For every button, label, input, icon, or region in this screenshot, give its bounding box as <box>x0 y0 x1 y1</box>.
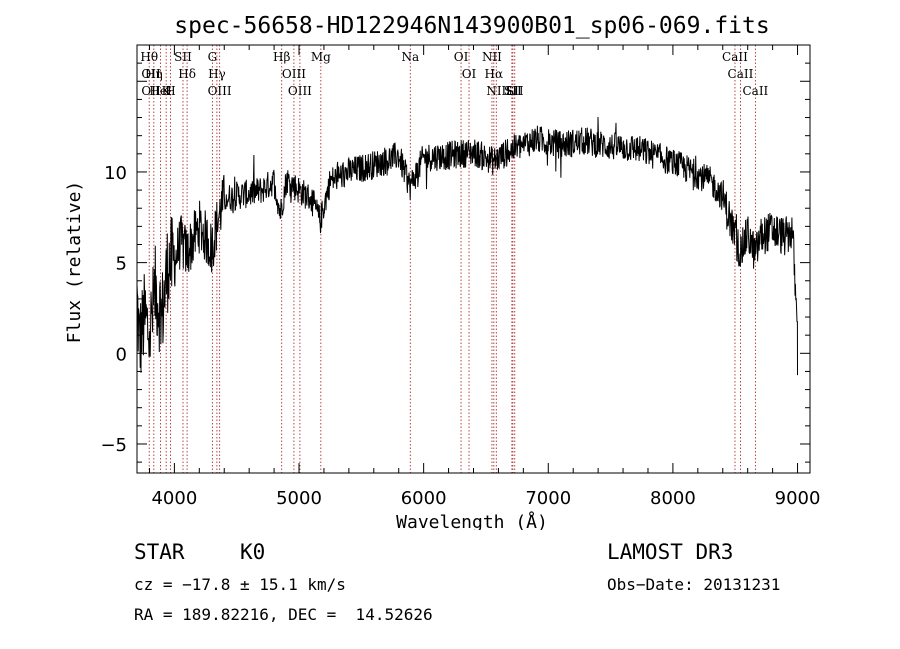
emission-line-label: OI <box>454 50 469 64</box>
spectrum-chart: spec-56658-HD122946N143900B01_sp06-069.f… <box>64 13 820 530</box>
emission-line-label: Hη <box>145 67 163 81</box>
emission-line-label: G <box>208 50 218 64</box>
axis-tick-labels: 4000 5000 6000 7000 8000 9000 −5 0 5 10 <box>100 163 820 509</box>
emission-line-label: OII <box>141 67 161 81</box>
object-class: STAR <box>134 540 185 564</box>
y-tick-label: 5 <box>116 254 127 275</box>
axis-ticks <box>137 45 810 473</box>
survey-name: LAMOST DR3 <box>607 540 734 564</box>
emission-line-label: K <box>162 84 172 98</box>
observation-date: Obs−Date: 20131231 <box>607 575 781 594</box>
x-tick-label: 5000 <box>276 488 322 509</box>
x-tick-label: 7000 <box>525 488 571 509</box>
emission-line-label: OIII <box>208 84 232 98</box>
emission-line-label: Hβ <box>273 50 290 64</box>
emission-line-label: HeI <box>149 84 172 98</box>
emission-line-label: H <box>165 84 175 98</box>
emission-line-label: CaII <box>722 50 748 64</box>
emission-line-label: Hγ <box>208 67 226 81</box>
emission-line-label: SII <box>174 50 192 64</box>
x-tick-label: 6000 <box>401 488 447 509</box>
emission-line-label: Hθ <box>140 50 158 64</box>
emission-line-label: SII <box>504 84 522 98</box>
x-tick-label: 4000 <box>151 488 197 509</box>
x-tick-label: 8000 <box>650 488 696 509</box>
emission-line-label: OIII <box>282 67 306 81</box>
emission-line-label: OI <box>462 67 477 81</box>
emission-line-label: OIII <box>288 84 312 98</box>
coordinates: RA = 189.82216, DEC = 14.52626 <box>134 605 433 624</box>
emission-line-label: NII <box>486 84 506 98</box>
emission-line-label: Na <box>401 50 419 64</box>
emission-line-label: OII <box>141 84 161 98</box>
emission-line-markers <box>148 45 756 473</box>
object-subclass: K0 <box>240 540 266 564</box>
y-axis-title: Flux (relative) <box>64 181 85 344</box>
y-tick-label: −5 <box>100 435 127 456</box>
x-axis-title: Wavelength (Å) <box>396 511 548 530</box>
plot-frame <box>136 44 811 474</box>
emission-line-label: SII <box>506 84 524 98</box>
y-tick-label: 0 <box>116 344 127 365</box>
y-tick-label: 10 <box>104 163 127 184</box>
emission-line-label: Hα <box>485 67 504 81</box>
emission-line-label: Hδ <box>178 67 196 81</box>
emission-line-label: CaII <box>742 84 768 98</box>
spectrum-line <box>136 116 798 376</box>
redshift-cz: cz = −17.8 ± 15.1 km/s <box>134 575 346 594</box>
emission-line-label: NII <box>482 50 502 64</box>
emission-line-label: CaII <box>728 67 754 81</box>
emission-line-label: Li <box>506 84 518 98</box>
chart-title: spec-56658-HD122946N143900B01_sp06-069.f… <box>174 13 769 39</box>
emission-line-label: Mg <box>311 50 331 64</box>
x-tick-label: 9000 <box>775 488 821 509</box>
